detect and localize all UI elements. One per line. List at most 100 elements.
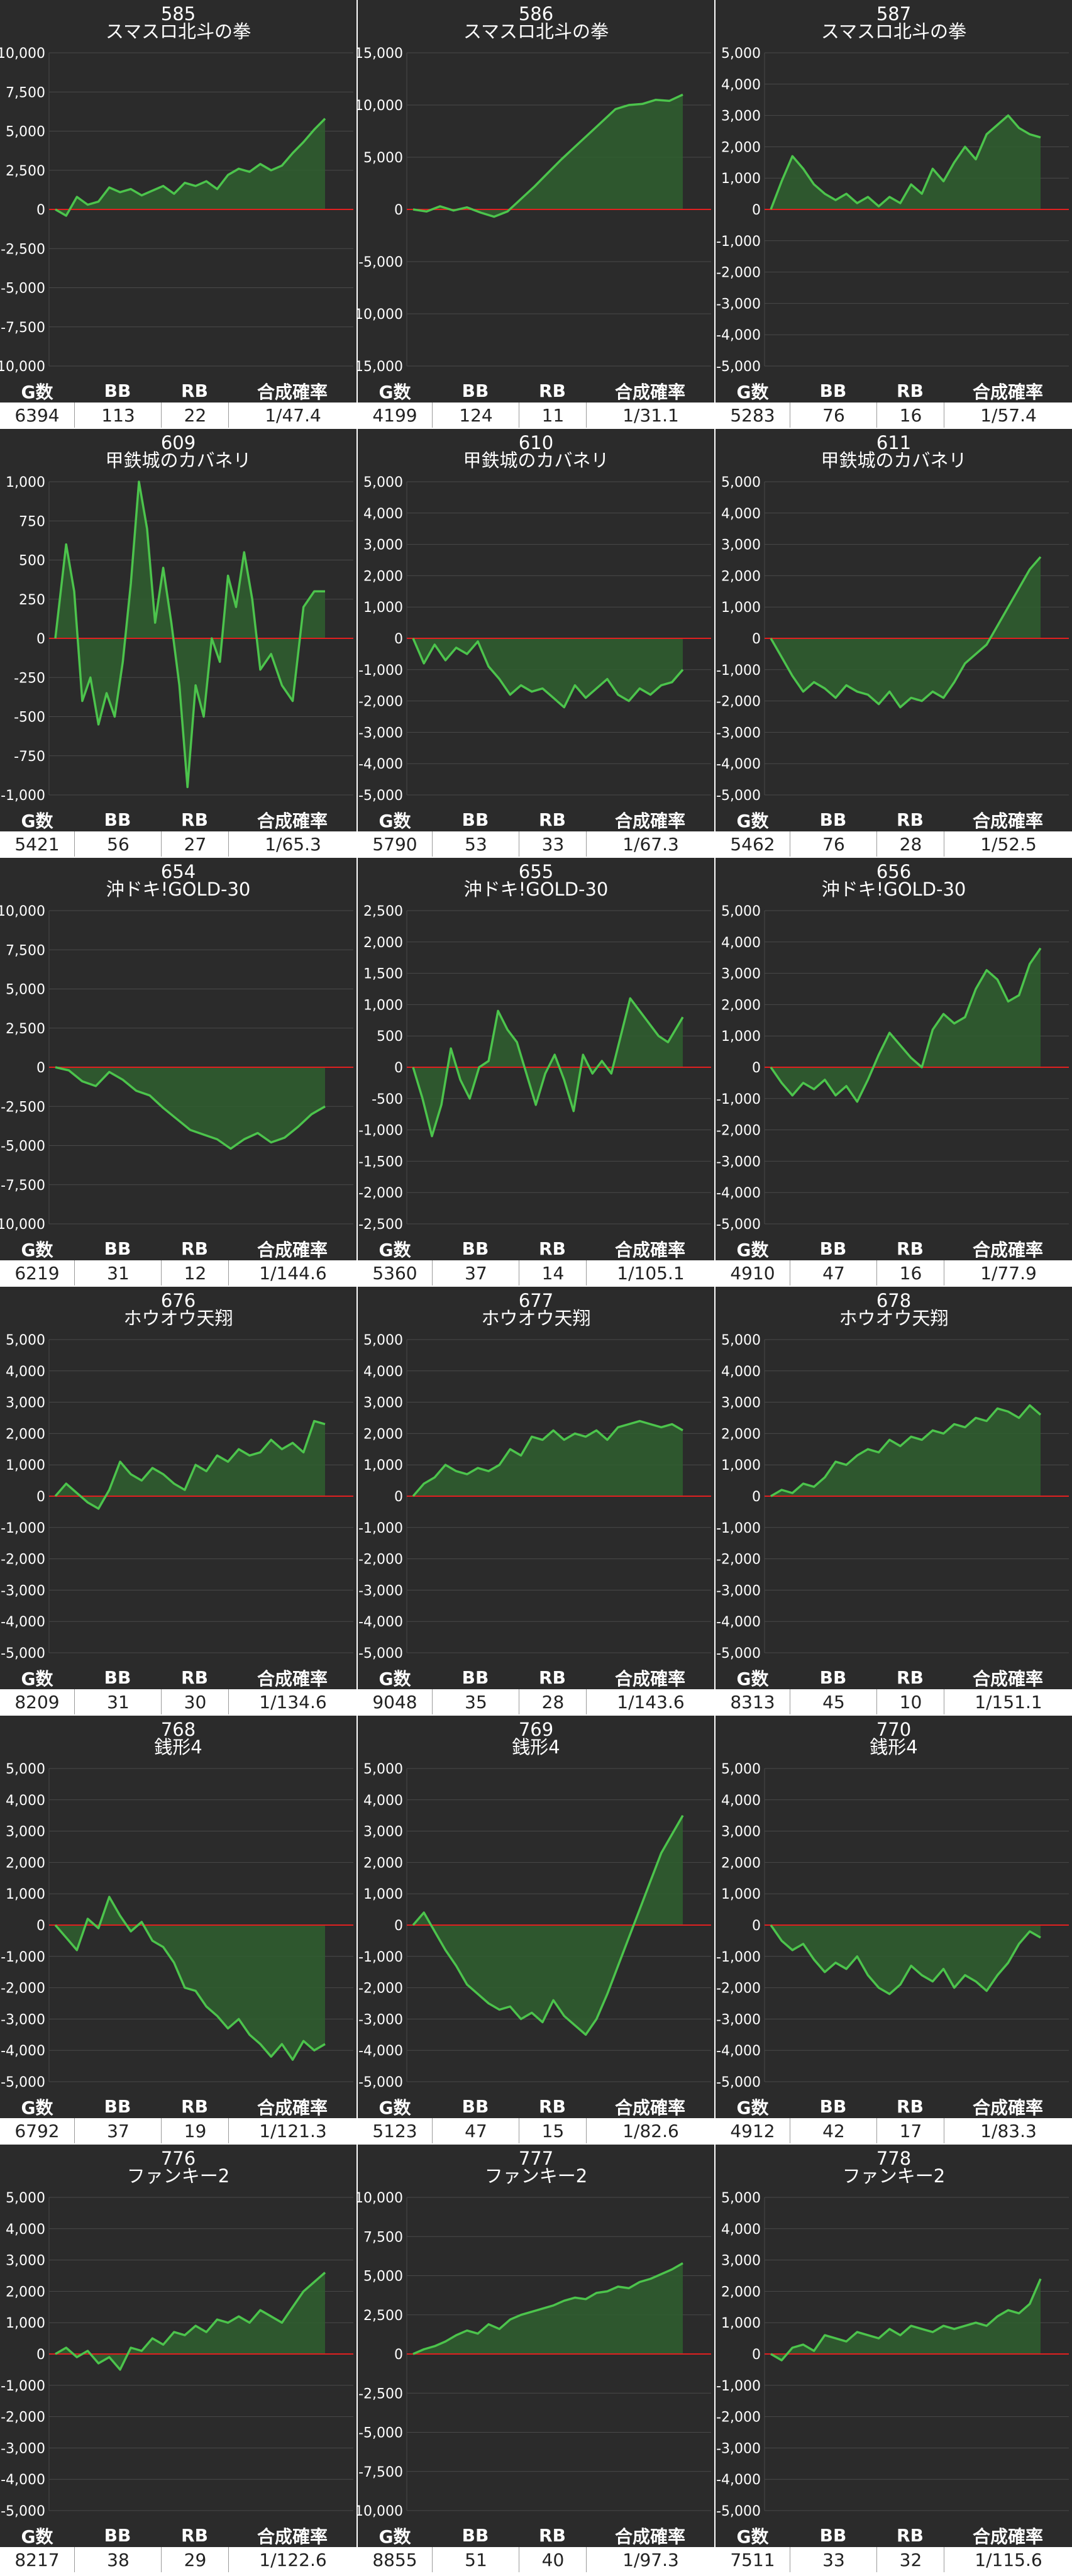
machine-name: ファンキー2 (126, 2165, 230, 2187)
y-tick-label: 2,000 (363, 935, 403, 951)
y-tick-label: 4,000 (363, 1793, 403, 1809)
y-tick-label: -1,000 (716, 1521, 761, 1536)
machine-number: 776 (160, 2148, 196, 2169)
stat-games: 4199 (372, 404, 417, 426)
header-bb: BB (461, 380, 489, 401)
y-tick-label: -10,000 (0, 359, 45, 375)
stat-bb: 47 (432, 2118, 519, 2143)
data-line (412, 1419, 683, 1497)
y-tick-label: -4,000 (358, 757, 403, 772)
y-tick-label: -1,000 (1, 1950, 45, 1965)
y-tick-label: -5,000 (1, 281, 45, 297)
header-bb: BB (104, 2096, 131, 2117)
y-tick-label: 0 (394, 1489, 403, 1505)
y-tick-label: 4,000 (721, 77, 761, 93)
y-tick-label: 2,000 (721, 569, 761, 584)
stat-prob: 1/122.6 (228, 2547, 356, 2572)
y-tick-label: -3,000 (1, 2441, 45, 2457)
y-tick-label: 5,000 (363, 1762, 403, 1777)
data-line (770, 1924, 1041, 1996)
stat-rb: 30 (161, 1689, 229, 1714)
stats-table: G数 BB RB 合成確率 6219 31 12 1/144.6 (0, 1237, 356, 1285)
header-probability: 合成確率 (257, 810, 328, 831)
stat-prob: 1/47.4 (228, 402, 356, 428)
y-tick-label: -5,000 (716, 1646, 761, 1662)
y-tick-label: 3,000 (6, 2253, 45, 2269)
y-tick-label: 2,000 (6, 1855, 45, 1871)
y-tick-label: -2,000 (1, 2410, 45, 2426)
stats-header-row: G数 BB RB 合成確率 (0, 1237, 356, 1260)
machine-number: 777 (518, 2148, 554, 2169)
stats-header-row: G数 BB RB 合成確率 (716, 2524, 1072, 2547)
stat-bb: 37 (432, 1260, 519, 1285)
y-tick-label: 0 (394, 203, 403, 218)
line-chart: -5,000 -4,000 -3,000 -2,000 -1,000 0 1,000 2,00… (716, 475, 1069, 804)
header-rb: RB (181, 1238, 208, 1259)
stat-games: 5123 (372, 2120, 417, 2141)
stats-header-row: G数 BB RB 合成確率 (358, 1666, 714, 1689)
header-rb: RB (181, 2525, 208, 2546)
machine-number: 654 (160, 861, 196, 882)
y-tick-label: 3,000 (363, 538, 403, 553)
data-line (55, 2272, 326, 2371)
stat-rb: 12 (161, 1260, 229, 1285)
data-line (770, 556, 1042, 709)
y-tick-label: -10,000 (0, 1217, 45, 1233)
machine-name: スマスロ北斗の拳 (463, 21, 609, 42)
y-tick-label: 1,000 (721, 171, 761, 187)
header-bb: BB (461, 809, 489, 830)
machine-number: 678 (876, 1290, 912, 1311)
stats-table: G数 BB RB 合成確率 5123 47 15 1/82.6 (358, 2095, 714, 2143)
y-tick-label: -4,000 (1, 1614, 45, 1630)
stat-rb: 15 (519, 2118, 587, 2143)
y-tick-label: -2,000 (358, 694, 403, 710)
stats-table: G数 BB RB 合成確率 4910 47 16 1/77.9 (716, 1237, 1072, 1285)
machine-name: 甲鉄城のカバネリ (463, 450, 609, 471)
header-probability: 合成確率 (972, 810, 1043, 831)
y-tick-label: -10,000 (358, 307, 403, 323)
header-bb: BB (461, 1238, 489, 1259)
chart-panel: -5,000 -4,000 -3,000 -2,000 -1,000 0 1,000 2,00… (0, 1287, 356, 1714)
y-tick-label: 2,000 (363, 569, 403, 584)
y-tick-label: 5,000 (721, 2190, 761, 2206)
data-line (770, 1404, 1042, 1497)
y-tick-label: -5,000 (1, 1646, 45, 1662)
y-tick-label: -5,000 (1, 2075, 45, 2090)
y-tick-label: 5,000 (363, 150, 403, 166)
stat-prob: 1/144.6 (228, 1260, 356, 1285)
y-tick-label: -500 (372, 1092, 403, 1108)
area-fill (55, 482, 325, 787)
y-tick-label: -4,000 (1, 2043, 45, 2059)
y-tick-label: -2,000 (716, 1981, 761, 1997)
header-bb: BB (104, 1238, 131, 1259)
stats-header-row: G数 BB RB 合成確率 (358, 2524, 714, 2547)
y-tick-label: 0 (394, 1918, 403, 1934)
y-tick-label: 4,000 (6, 1364, 45, 1380)
y-tick-label: 0 (752, 631, 761, 647)
header-probability: 合成確率 (972, 2526, 1043, 2547)
data-line (55, 1066, 326, 1150)
stat-prob: 1/77.9 (944, 1260, 1072, 1285)
stats-header-row: G数 BB RB 合成確率 (358, 2095, 714, 2118)
machine-number: 770 (876, 1719, 912, 1740)
stat-games: 5360 (372, 1262, 417, 1284)
y-tick-label: 3,000 (721, 1396, 761, 1411)
y-tick-label: -4,000 (358, 1614, 403, 1630)
machine-name: ホウオウ天翔 (481, 1307, 591, 1329)
line-chart: -5,000 -4,000 -3,000 -2,000 -1,000 0 1,000 2,00… (716, 2190, 1069, 2519)
stats-table: G数 BB RB 合成確率 4199 124 11 1/31.1 (358, 379, 714, 428)
header-games: G数 (21, 2097, 53, 2118)
line-chart: -15,000 -10,000 -5,000 0 5,000 10,000 15,000 (358, 46, 711, 375)
stat-bb: 31 (74, 1260, 162, 1285)
y-tick-label: 1,000 (363, 600, 403, 616)
stats-table: G数 BB RB 合成確率 5790 53 33 1/67.3 (358, 808, 714, 857)
y-tick-label: 5,000 (6, 982, 45, 998)
y-tick-label: -3,000 (716, 1154, 761, 1170)
area-fill (55, 118, 325, 216)
stats-value-row: 8313 45 10 1/151.1 (716, 1689, 1072, 1714)
y-tick-label: -4,000 (716, 1185, 761, 1201)
stat-prob: 1/121.3 (228, 2118, 356, 2143)
data-line (412, 997, 684, 1138)
stat-bb: 76 (790, 402, 877, 428)
y-tick-label: 3,000 (6, 1396, 45, 1411)
